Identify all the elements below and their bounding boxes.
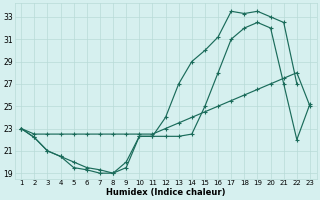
X-axis label: Humidex (Indice chaleur): Humidex (Indice chaleur) [106, 188, 225, 197]
